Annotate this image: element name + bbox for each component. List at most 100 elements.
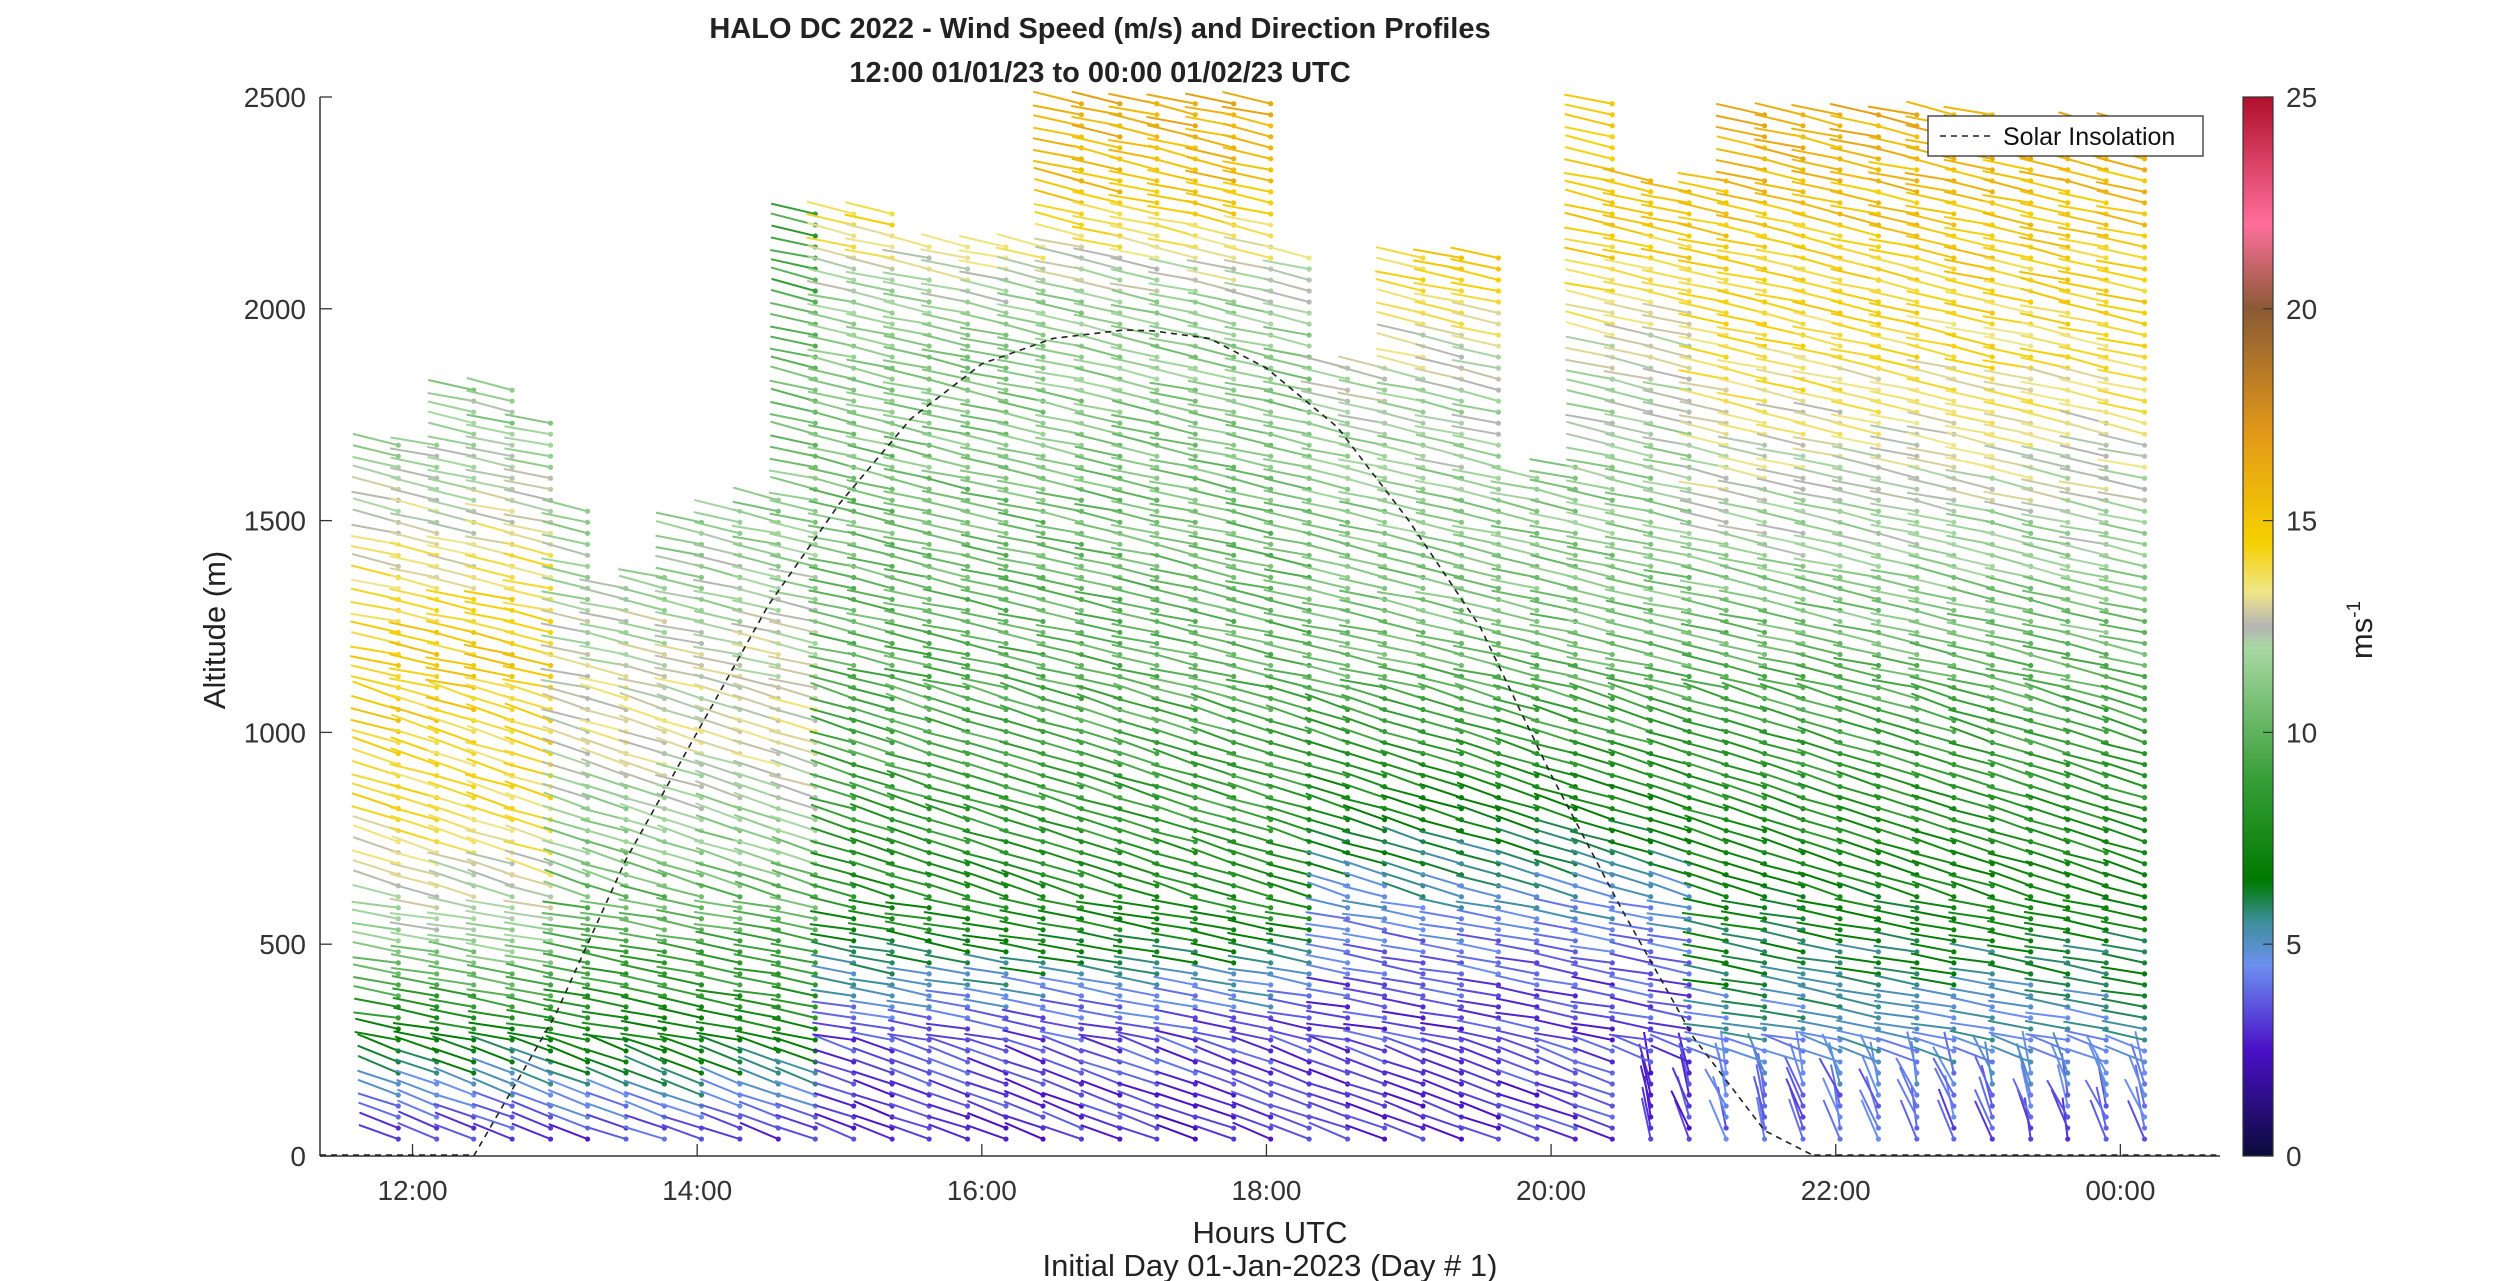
wind-vector-tip [1268, 916, 1274, 922]
wind-vector [547, 1078, 588, 1096]
wind-vector-tip [1231, 200, 1237, 206]
wind-vector [464, 773, 513, 788]
wind-vector-tip [1003, 475, 1009, 481]
wind-vector [731, 524, 779, 535]
wind-vector-tip [584, 607, 591, 614]
wind-vector [848, 898, 893, 909]
wind-vector-tip [471, 662, 477, 669]
wind-vector [656, 896, 702, 909]
wind-vector-tip [1154, 1048, 1160, 1054]
wind-vector-tip [509, 828, 515, 834]
wind-vector [808, 409, 854, 425]
wind-vector-tip [1381, 1015, 1388, 1021]
wind-vector-tip [661, 960, 668, 966]
wind-vector-tip [1609, 310, 1615, 316]
wind-vector [770, 249, 816, 259]
wind-vector-tip [1268, 530, 1274, 536]
wind-vector-tip [851, 277, 857, 283]
wind-vector-tip [584, 1081, 591, 1087]
wind-vector [393, 1030, 437, 1041]
wind-vector-tip [547, 662, 554, 669]
wind-vector [848, 762, 893, 777]
wind-vector-tip [698, 640, 705, 647]
wind-vector [731, 642, 779, 656]
wind-vector [547, 1088, 588, 1107]
wind-vector-tip [812, 530, 818, 536]
wind-vector-tip [1495, 321, 1502, 327]
wind-vector [699, 1089, 741, 1107]
wind-vector [624, 1055, 665, 1074]
wind-vector [618, 758, 665, 777]
wind-vector [580, 933, 627, 942]
wind-vector [579, 656, 627, 667]
wind-vector [698, 1034, 741, 1052]
wind-vector-tip [434, 960, 440, 966]
wind-vector-tip [1192, 497, 1198, 503]
wind-vector-tip [1154, 894, 1160, 900]
wind-vector-tip [1040, 916, 1046, 922]
wind-vector-tip [851, 233, 857, 239]
wind-vector [809, 632, 854, 645]
wind-vector-tip [1420, 1026, 1426, 1032]
wind-vector [623, 1043, 665, 1063]
wind-vector [732, 861, 779, 876]
wind-vector-tip [926, 387, 932, 393]
wind-vector-tip [812, 916, 818, 922]
wind-vector [465, 829, 513, 843]
wind-vector [732, 542, 779, 557]
wind-vector [775, 1102, 816, 1118]
wind-vector-tip [1117, 927, 1123, 933]
wind-vector [813, 1081, 855, 1096]
wind-vector [502, 601, 551, 612]
wind-vector-tip [926, 673, 932, 680]
wind-vector-tip [1040, 288, 1046, 294]
wind-vector [390, 882, 437, 898]
wind-vector-tip [1344, 519, 1351, 525]
wind-vector-tip [1306, 442, 1312, 448]
wind-vector [465, 487, 513, 502]
wind-vector-tip [1344, 453, 1351, 459]
wind-vector-tip [775, 905, 781, 911]
wind-vector-tip [395, 1015, 401, 1021]
wind-vector [351, 805, 399, 821]
wind-vector [465, 803, 513, 821]
wind-vector-tip [1306, 1070, 1312, 1076]
wind-vector-tip [471, 894, 477, 900]
wind-vector [504, 849, 551, 865]
wind-vector-tip [1192, 398, 1198, 404]
wind-vector-tip [1420, 971, 1426, 977]
wind-vector-tip [623, 695, 629, 702]
wind-vector [352, 497, 399, 513]
wind-vector-tip [737, 618, 743, 625]
wind-vector [579, 682, 627, 700]
wind-vector-tip [1458, 640, 1465, 647]
wind-vector-tip [1040, 530, 1046, 536]
wind-vector [852, 1036, 893, 1052]
wind-vector-tip [509, 673, 515, 680]
wind-vector-tip [1040, 1070, 1046, 1076]
wind-vector-tip [964, 971, 971, 977]
wind-vector-tip [434, 971, 440, 977]
wind-vector-tip [1458, 255, 1465, 261]
wind-vector-tip [1040, 255, 1046, 261]
wind-vector-tip [661, 607, 668, 614]
wind-vector-tip [1534, 585, 1540, 591]
wind-vector [580, 827, 627, 843]
wind-vector [814, 1112, 855, 1129]
wind-vector [811, 940, 854, 953]
wind-vector-tip [395, 960, 401, 966]
wind-vector-tip [1609, 530, 1615, 536]
wind-vector-tip [1192, 112, 1198, 118]
wind-vector-tip [964, 927, 971, 933]
wind-vector-tip [1003, 563, 1009, 569]
wind-vector-tip [889, 1015, 895, 1021]
wind-vector-tip [851, 993, 857, 999]
wind-vector-tip [1495, 1048, 1502, 1054]
wind-vector [769, 512, 816, 524]
wind-vector-tip [547, 475, 554, 481]
wind-vector-tip [964, 442, 971, 448]
wind-vector [579, 611, 627, 623]
wind-vector [429, 1008, 474, 1019]
wind-vector-tip [1003, 607, 1009, 614]
wind-vector-tip [1458, 321, 1465, 327]
